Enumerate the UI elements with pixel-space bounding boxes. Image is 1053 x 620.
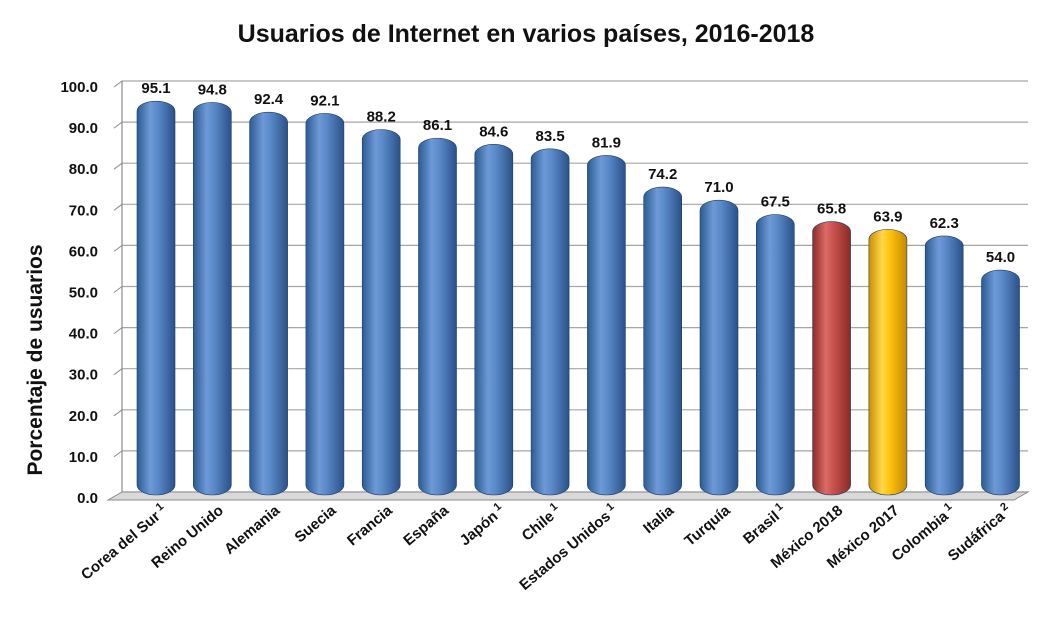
value-label: 83.5 (535, 128, 564, 145)
value-label: 63.9 (873, 208, 902, 225)
bar (530, 148, 570, 496)
x-tick-label: Francia (344, 502, 396, 550)
y-axis-label: Porcentaje de usuarios (24, 244, 47, 475)
gridline-diag (113, 450, 123, 458)
value-label: 62.3 (930, 215, 959, 232)
value-label: 65.8 (817, 201, 846, 218)
y-axis-ticks: 0.0 10.0 20.0 30.0 40.0 50.0 60.0 70.0 80.0 90.0 1… (60, 79, 98, 507)
y-tick-label: 20.0 (69, 408, 98, 425)
x-tick-label: Corea del Sur1 (77, 501, 171, 584)
x-tick-label: España (400, 502, 452, 550)
bar (587, 155, 626, 496)
gridline-diag (113, 162, 123, 170)
y-tick-label: 90.0 (69, 120, 98, 137)
gridline-diag (113, 80, 123, 88)
bar (193, 102, 232, 496)
x-tick-label: Turquía (681, 502, 734, 550)
bar (812, 221, 851, 496)
bar (924, 235, 964, 496)
y-tick-label: 100.0 (60, 79, 98, 96)
value-label: 54.0 (986, 249, 1015, 266)
value-label: 71.0 (704, 179, 733, 196)
gridline-diag (113, 286, 123, 293)
bar (136, 100, 176, 496)
y-tick-label: 0.0 (77, 490, 98, 507)
gridline-diag (113, 409, 123, 417)
x-tick-label: Suecia (291, 502, 339, 547)
bar (474, 143, 514, 496)
y-tick-label: 80.0 (69, 161, 98, 178)
y-tick-label: 70.0 (69, 202, 98, 219)
chart-title: Usuarios de Internet en varios países, 2… (238, 20, 815, 48)
value-label: 92.4 (254, 91, 284, 108)
gridline-diag (113, 327, 123, 335)
bars (136, 100, 1020, 496)
value-label: 94.8 (198, 81, 227, 98)
bar (755, 214, 795, 496)
x-tick-label: Chile1 (517, 501, 564, 545)
value-label: 92.1 (310, 92, 339, 109)
x-tick-label: Japón1 (455, 501, 508, 550)
bar (361, 129, 401, 496)
gridline-diag (113, 368, 123, 376)
value-label: 74.2 (648, 166, 677, 183)
value-label: 84.6 (479, 123, 508, 140)
y-tick-label: 30.0 (69, 367, 98, 384)
y-tick-label: 10.0 (69, 449, 98, 466)
bar (868, 229, 908, 496)
bar (305, 113, 345, 496)
value-label: 88.2 (367, 108, 396, 125)
x-tick-label: Estados Unidos1 (515, 501, 621, 594)
bar (418, 137, 457, 496)
value-label: 86.1 (423, 117, 452, 134)
bar (249, 111, 288, 496)
x-tick-label: Brasil1 (739, 501, 790, 548)
x-tick-label: Alemania (221, 502, 284, 558)
gridline-diag (113, 121, 123, 129)
bar (981, 269, 1020, 496)
value-label: 95.1 (141, 80, 170, 97)
gridline-diag (113, 244, 123, 252)
y-tick-label: 50.0 (69, 285, 98, 302)
y-tick-label: 40.0 (69, 326, 98, 343)
y-tick-label: 60.0 (69, 243, 98, 260)
value-labels: 95.1 94.8 92.4 92.1 88.2 86.1 84.6 83.5 81.9 74.2… (141, 80, 1015, 266)
value-label: 67.5 (761, 194, 790, 211)
x-tick-label: Italia (640, 502, 678, 537)
x-tick-label: Sudáfrica2 (944, 501, 1016, 565)
gridline-diag (113, 203, 123, 211)
value-label: 81.9 (592, 134, 621, 151)
bar (699, 199, 739, 496)
bar (643, 186, 683, 496)
